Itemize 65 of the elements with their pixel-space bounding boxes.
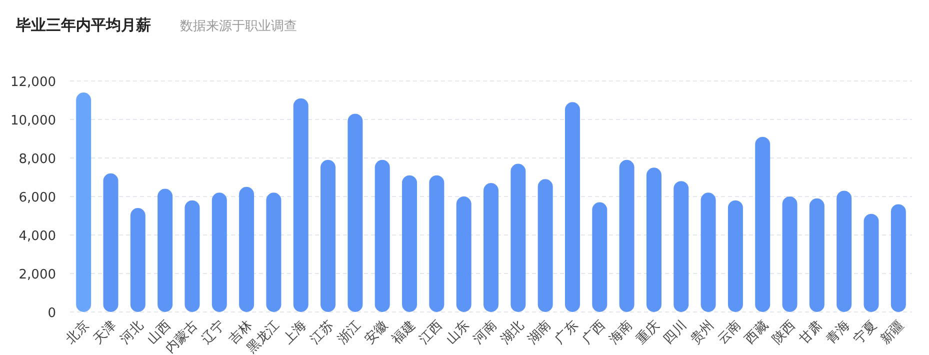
bar <box>402 175 418 312</box>
x-tick-label: 北京 <box>63 318 92 348</box>
x-tick-label: 重庆 <box>634 318 663 348</box>
bar <box>158 188 173 312</box>
bar <box>728 200 743 312</box>
bar <box>864 214 879 312</box>
bar <box>809 198 824 312</box>
bar <box>890 204 906 312</box>
x-tick-label: 云南 <box>715 318 744 348</box>
y-tick-label: 2,000 <box>18 268 56 282</box>
x-tick-label: 湖北 <box>498 318 527 348</box>
bar <box>184 200 200 312</box>
chart-subtitle: 数据来源于职业调查 <box>180 19 297 34</box>
x-tick-label: 甘肃 <box>796 318 826 348</box>
x-tick-label: 广西 <box>579 318 608 348</box>
y-tick-label: 10,000 <box>10 114 56 128</box>
x-tick-label: 新疆 <box>878 318 908 348</box>
x-tick-label: 江西 <box>416 318 446 348</box>
bar <box>592 202 608 312</box>
y-tick-label: 0 <box>48 306 56 321</box>
bar <box>510 164 526 312</box>
y-tick-label: 12,000 <box>10 75 56 90</box>
x-tick-label: 广东 <box>552 318 582 348</box>
x-tick-label: 陕西 <box>770 318 799 348</box>
y-tick-label: 4,000 <box>18 229 56 244</box>
bar <box>674 181 689 312</box>
bar <box>456 196 472 312</box>
bar <box>646 168 662 312</box>
x-tick-label: 宁夏 <box>850 318 880 348</box>
x-tick-label: 四川 <box>660 318 690 348</box>
x-tick-label: 湖南 <box>525 318 554 348</box>
bar <box>76 92 92 312</box>
x-tick-label: 江苏 <box>308 318 337 348</box>
bar <box>239 186 254 312</box>
bar <box>755 136 770 312</box>
bar <box>429 175 444 312</box>
bar <box>538 179 553 312</box>
bar <box>212 192 227 312</box>
x-tick-label: 辽宁 <box>198 318 228 348</box>
bar <box>348 114 363 312</box>
bar <box>484 183 498 312</box>
x-tick-label: 海南 <box>606 318 636 348</box>
x-tick-label: 西藏 <box>742 318 772 348</box>
bar <box>266 192 282 312</box>
bar <box>320 160 336 312</box>
x-tick-label: 上海 <box>280 318 310 348</box>
x-tick-label: 河南 <box>470 318 500 348</box>
x-tick-label: 河北 <box>118 318 147 348</box>
bar <box>564 102 580 312</box>
bar <box>700 192 716 312</box>
bar <box>619 160 634 312</box>
bar <box>374 160 390 312</box>
bar <box>130 208 146 312</box>
x-tick-label: 青海 <box>824 318 853 348</box>
chart-title: 毕业三年内平均月薪 <box>15 16 151 34</box>
x-tick-label: 贵州 <box>688 318 718 348</box>
y-tick-label: 6,000 <box>18 190 56 206</box>
x-tick-label: 山东 <box>444 318 473 348</box>
bar <box>836 190 852 312</box>
bar <box>782 196 798 312</box>
bar <box>293 98 308 312</box>
y-tick-label: 8,000 <box>18 152 56 167</box>
x-tick-label: 福建 <box>389 318 418 348</box>
x-tick-label: 天津 <box>90 318 120 348</box>
bar <box>103 173 118 312</box>
